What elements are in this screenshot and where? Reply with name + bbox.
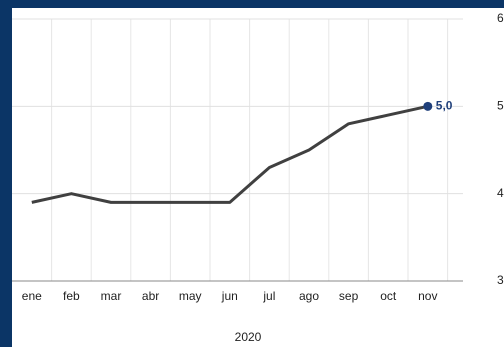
x-tick-label: may (179, 289, 202, 303)
x-tick-label: oct (380, 289, 397, 303)
x-tick-label: nov (418, 289, 437, 303)
x-tick-label: abr (142, 289, 159, 303)
x-axis-label: 2020 (235, 330, 262, 344)
y-tick-label: 3 (497, 273, 504, 287)
x-tick-label: feb (63, 289, 80, 303)
y-tick-label: 6 (497, 11, 504, 25)
x-tick-label: jul (262, 289, 275, 303)
x-tick-label: jun (221, 289, 238, 303)
data-label: 5,0 (436, 99, 453, 113)
point-marker (423, 101, 433, 111)
y-tick-label: 5 (497, 99, 504, 113)
y-tick-label: 4 (497, 186, 504, 200)
x-tick-label: mar (101, 289, 122, 303)
line-series (31, 104, 429, 204)
x-tick-label: sep (339, 289, 359, 303)
x-tick-label: ene (22, 289, 42, 303)
x-tick-label: ago (299, 289, 319, 303)
